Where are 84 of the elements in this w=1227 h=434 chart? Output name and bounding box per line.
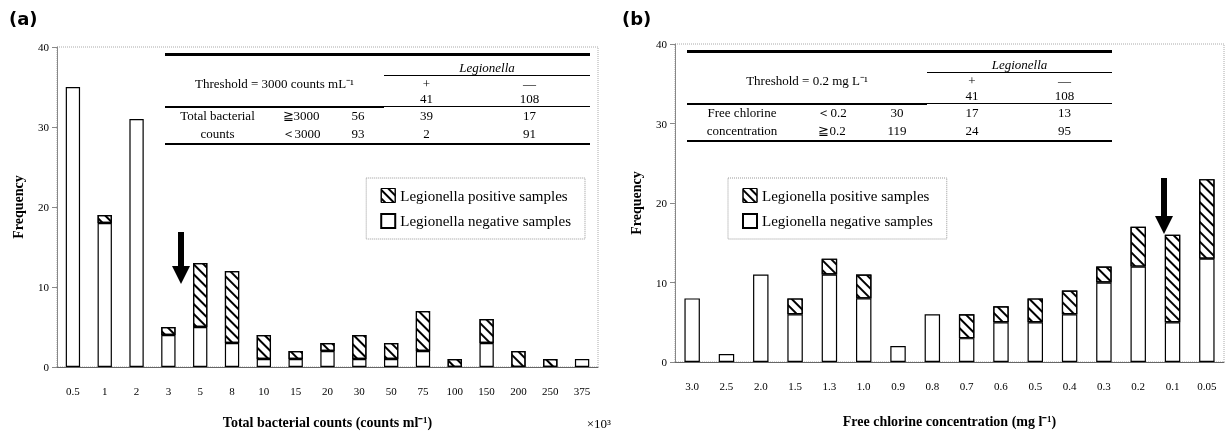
annotation: 17 [964,104,980,122]
x-tick-label: 0.3 [1097,379,1112,392]
y-tick-label: 30 [656,117,668,130]
annotation: Free chlorine concentration [687,103,797,141]
x-axis-title: Free chlorine concentration (mg l⁻¹) [842,413,1057,430]
x-tick-label: 0.8 [925,379,940,392]
y-tick-label: 0 [43,361,50,373]
x-tick-label: 2 [133,384,140,397]
x-tick-label: 3 [165,384,172,397]
x-tick-label: 15 [290,384,302,397]
annotation: 39 [419,107,435,125]
x-tick-label: 3.0 [685,379,700,392]
x-tick-label: 75 [417,384,429,397]
x-tick-label: 0.5 [66,384,81,397]
x-tick-label: 0.6 [994,379,1009,392]
x-axis-title: Total bacterial counts (counts ml⁻¹) [222,414,433,431]
annotation: 13 [1057,104,1073,122]
annotation: 41 [927,88,1018,104]
x-tick-label: 1.5 [788,379,803,392]
annotation: 17 [522,107,538,125]
chart-title: (b) [622,7,652,29]
x-tick-label: 2.5 [719,379,734,392]
x-tick-label: 2.0 [753,379,769,392]
annotation: Total bacterial counts [165,106,270,144]
annotation: ≧0.2 [797,121,867,141]
x-tick-label: 1 [101,384,108,397]
annotation: 41 [384,91,470,107]
x-tick-label: 0.4 [1062,379,1077,392]
annotation: 56 [350,107,366,125]
annotation: 119 [867,121,928,141]
annotation: + [421,75,432,91]
annotation: 2 [384,124,470,144]
y-tick-label: 30 [38,121,50,133]
annotation: Legionella [384,56,591,76]
x-tick-label: 10 [258,384,270,397]
x-tick-label: 150 [478,384,496,397]
x-tick-label: 100 [446,384,464,397]
y-tick-label: 10 [38,281,50,293]
x-tick-label: 250 [542,384,560,397]
legend-label: Legionella negative samples [400,213,572,229]
y-tick-label: 40 [656,38,668,50]
y-tick-label: 40 [38,41,50,53]
annotation: 24 [927,121,1018,141]
x-tick-label: 1.0 [856,379,872,392]
x-tick-label: 0.5 [1028,379,1043,392]
annotation: 108 [469,91,591,107]
annotation: 108 [1017,88,1113,104]
annotation: 93 [332,124,385,144]
annotation: 91 [469,124,591,144]
text: ×10³ [586,416,611,432]
annotation: Threshold = 3000 counts mL⁻¹ [194,75,355,91]
annotation: ≧3000 [281,107,321,125]
x-tick-label: 0.9 [891,379,906,392]
annotation: — [1057,72,1073,88]
annotation: ＜0.2 [816,104,848,122]
annotation: 95 [1017,121,1113,141]
chart-title: (a) [9,7,38,29]
annotation: 30 [889,104,905,122]
y-axis-title: Frequency [628,171,644,235]
x-tick-label: 1.3 [822,379,837,392]
legend-label: Legionella negative samples [762,213,933,229]
annotation: Threshold = 0.2 mg L⁻¹ [745,72,869,88]
y-tick-label: 20 [656,197,668,209]
x-tick-label: 20 [322,384,334,397]
y-tick-label: 20 [38,201,50,213]
annotation: ＜3000 [270,124,332,144]
x-tick-label: 375 [573,384,591,397]
x-tick-label: 200 [510,384,528,397]
annotation: Legionella [927,53,1113,73]
x-tick-label: 0.7 [959,379,975,392]
y-tick-label: 0 [661,356,668,368]
annotation: — [522,75,538,91]
x-tick-label: 0.1 [1165,379,1180,392]
legend-label: Legionella positive samples [762,187,930,204]
y-axis-title: Frequency [10,175,26,239]
legend-label: Legionella positive samples [400,187,568,204]
x-tick-label: 0.2 [1131,379,1146,392]
x-tick-label: 8 [229,384,236,397]
y-tick-label: 10 [656,276,668,289]
x-tick-label: 50 [385,384,398,397]
x-tick-label: 5 [197,384,204,397]
x-tick-label: 0.05 [1197,379,1217,392]
x-tick-label: 30 [353,384,366,397]
annotation: + [967,72,977,88]
